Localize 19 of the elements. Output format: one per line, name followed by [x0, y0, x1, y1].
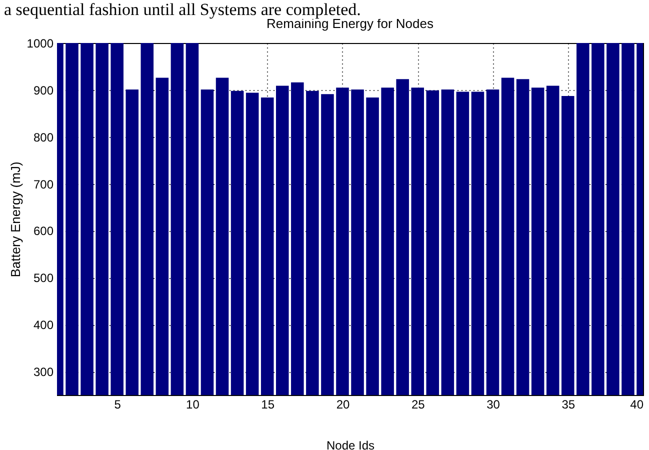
x-tick-label: 10 — [186, 398, 200, 412]
x-tick-label: 5 — [114, 398, 122, 412]
x-tick-label: 35 — [562, 398, 576, 412]
y-tick-label: 800 — [33, 130, 54, 144]
y-axis-title: Battery Energy (mJ) — [8, 162, 23, 278]
x-tick-label: 40 — [630, 398, 644, 412]
x-tick-label: 25 — [411, 398, 426, 412]
y-tick-label: 500 — [33, 271, 54, 286]
x-tick-label: 30 — [486, 398, 500, 412]
y-tick-label: 700 — [33, 177, 54, 192]
y-tick-label: 300 — [33, 365, 54, 380]
y-tick-label: 600 — [33, 224, 54, 238]
y-tick-label: 1000 — [26, 36, 54, 50]
y-tick-label: 400 — [33, 318, 54, 332]
text: a sequential fashion until all Systems are completed. — [3, 0, 362, 19]
x-tick-label: 20 — [336, 398, 350, 412]
x-axis-title: Node Ids — [326, 438, 375, 450]
y-tick-label: 900 — [33, 83, 54, 98]
x-tick-label: 15 — [261, 398, 275, 412]
